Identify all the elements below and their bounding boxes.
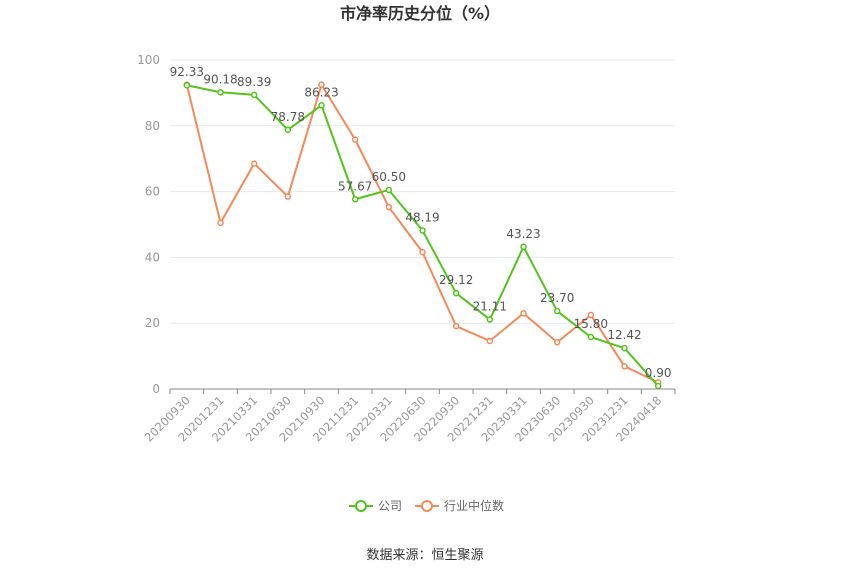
data-point[interactable] [183,81,191,89]
data-point[interactable] [621,344,628,352]
data-point[interactable] [419,227,426,234]
data-point[interactable] [520,243,527,251]
data-label: 29.12 [439,273,473,287]
data-label: 48.19 [405,210,439,224]
legend[interactable]: 公司 行业中位数 [349,498,504,513]
data-point[interactable] [318,102,325,109]
data-point[interactable] [351,196,359,203]
data-label: 57.67 [338,179,372,193]
data-point[interactable] [284,126,292,134]
data-label: 89.39 [237,75,271,89]
data-point[interactable] [385,186,393,194]
data-label: 90.18 [203,72,237,86]
data-point[interactable] [621,363,628,370]
legend-item-0[interactable]: 公司 [349,499,402,513]
data-point[interactable] [587,311,595,319]
legend-item-1[interactable]: 行业中位数 [415,498,504,513]
data-point[interactable] [486,316,494,323]
data-label: 86.23 [304,85,338,99]
data-point[interactable] [217,89,224,96]
data-label: 78.78 [271,110,305,124]
data-point[interactable] [553,307,561,315]
y-tick-label: 40 [145,250,160,264]
y-tick-label: 80 [145,119,160,133]
data-label: 21.11 [473,300,507,314]
data-label: 15.80 [574,317,608,331]
data-label: 0.90 [645,366,672,380]
data-point[interactable] [520,310,527,317]
data-point[interactable] [318,81,325,88]
source-note: 数据来源：恒生聚源 [366,548,483,563]
data-point[interactable] [250,91,258,99]
data-label: 23.70 [540,291,574,305]
legend-label: 公司 [378,499,402,513]
data-label: 92.33 [170,65,204,79]
data-label: 43.23 [506,227,540,241]
data-point[interactable] [217,219,224,227]
y-axis: 0 20 40 60 80 100 [137,53,160,396]
chart-title: 市净率历史分位（%） [340,4,500,23]
series-line-0 [186,84,659,387]
y-tick-label: 20 [145,316,160,330]
data-point[interactable] [419,248,426,256]
data-point[interactable] [654,382,662,390]
legend-label: 行业中位数 [444,498,504,513]
data-point[interactable] [351,136,359,143]
data-point[interactable] [486,337,494,345]
data-point[interactable] [284,193,292,200]
x-axis: 2020093020201231202103312021063020210930… [142,388,676,445]
legend-marker [355,500,367,512]
data-label: 60.50 [372,170,406,184]
grid [170,59,675,324]
data-label: 12.42 [607,328,641,342]
y-tick-label: 60 [145,185,160,199]
data-point[interactable] [250,160,258,167]
data-point[interactable] [452,322,460,330]
data-point[interactable] [587,333,595,341]
data-point[interactable] [452,289,460,297]
series-group [183,81,662,390]
data-point[interactable] [385,203,393,211]
data-point[interactable] [553,339,561,346]
y-tick-label: 100 [137,53,160,67]
y-tick-label: 0 [152,382,160,396]
legend-marker [421,500,433,512]
